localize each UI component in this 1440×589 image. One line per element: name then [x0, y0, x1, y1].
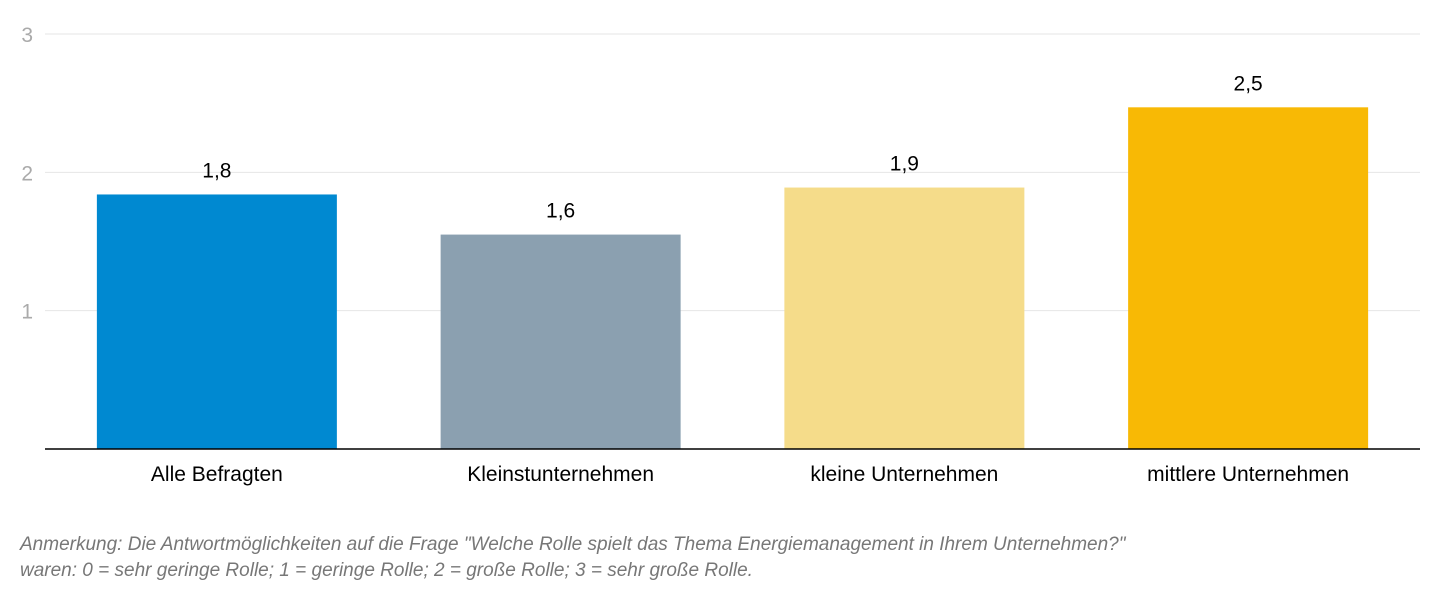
- note-line-2: waren: 0 = sehr geringe Rolle; 1 = gerin…: [20, 560, 753, 581]
- data-label: 1,9: [890, 153, 919, 176]
- bar: [96, 194, 337, 449]
- y-tick-label: 1: [21, 301, 33, 324]
- bar: [784, 187, 1025, 450]
- y-tick-label: 2: [21, 162, 33, 185]
- x-tick-label: Alle Befragten: [151, 463, 283, 486]
- x-tick-label: mittlere Unternehmen: [1147, 463, 1349, 486]
- data-label: 1,6: [546, 200, 575, 223]
- x-tick-label: Kleinstunternehmen: [467, 463, 654, 486]
- x-tick-label: kleine Unternehmen: [810, 463, 998, 486]
- data-label: 2,5: [1234, 72, 1263, 95]
- data-label: 1,8: [202, 159, 231, 182]
- bar: [440, 234, 681, 449]
- bar: [1128, 107, 1369, 450]
- chart-note: Anmerkung: Die Antwortmöglichkeiten auf …: [20, 532, 1126, 584]
- bar-chart: 1 2 3 1,8 Alle Befragten 1,6 Kleinstunternehme…: [21, 24, 1420, 486]
- y-tick-label: 3: [21, 24, 33, 47]
- note-line-1: Anmerkung: Die Antwortmöglichkeiten auf …: [20, 534, 1126, 555]
